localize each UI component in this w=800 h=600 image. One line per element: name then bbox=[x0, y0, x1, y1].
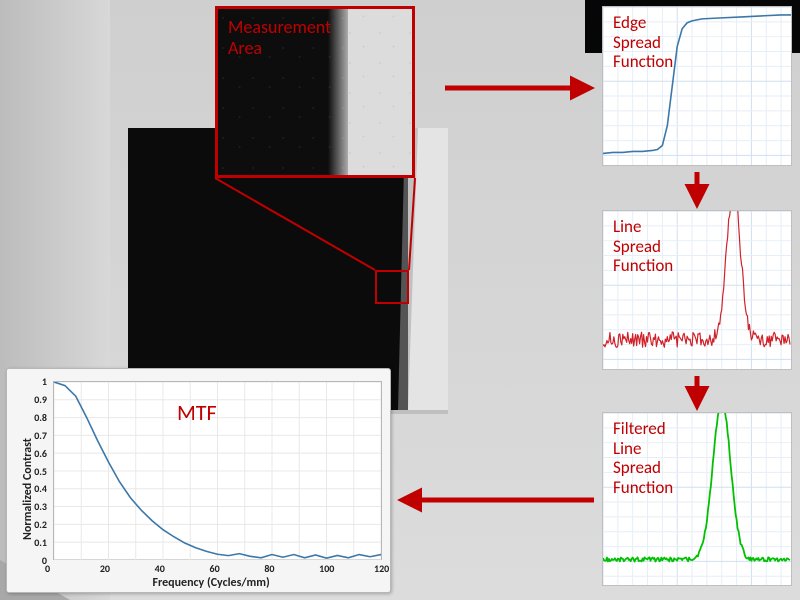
mtf-ytick: 1 bbox=[42, 375, 47, 388]
measurement-area-label: MeasurementArea bbox=[228, 17, 331, 58]
stage: MeasurementArea EdgeSpreadFunction LineS… bbox=[0, 0, 800, 600]
roi-small bbox=[375, 270, 409, 304]
mtf-ytick: 0.6 bbox=[34, 447, 47, 460]
mtf-ytick: 0.8 bbox=[34, 411, 47, 424]
mtf-plot-area bbox=[53, 381, 382, 560]
mtf-title: MTF bbox=[177, 399, 217, 426]
mtf-ytick: 0.1 bbox=[34, 536, 47, 549]
mtf-ylabel: Normalized Contrast bbox=[21, 438, 35, 540]
mtf-plot bbox=[54, 382, 381, 560]
mtf-xtick: 60 bbox=[210, 562, 220, 575]
mtf-xtick: 120 bbox=[374, 562, 389, 575]
mtf-xlabel: Frequency (Cycles/mm) bbox=[153, 576, 270, 590]
mtf-ytick: 0.4 bbox=[34, 482, 47, 495]
esf-label: EdgeSpreadFunction bbox=[613, 13, 673, 72]
mtf-ytick: 0.9 bbox=[34, 393, 47, 406]
mtf-xtick: 100 bbox=[319, 562, 334, 575]
mtf-ytick: 0.2 bbox=[34, 518, 47, 531]
mtf-xtick: 40 bbox=[155, 562, 165, 575]
measurement-area-zoom: MeasurementArea bbox=[215, 6, 415, 178]
mtf-panel: Normalized Contrast Frequency (Cycles/mm… bbox=[6, 368, 391, 593]
mtf-ytick: 0.7 bbox=[34, 429, 47, 442]
mtf-ytick: 0 bbox=[42, 554, 47, 567]
mtf-xtick: 20 bbox=[100, 562, 110, 575]
flsf-label: FilteredLineSpreadFunction bbox=[613, 419, 673, 497]
edge-spread-function-panel: EdgeSpreadFunction bbox=[602, 6, 792, 166]
mtf-ytick: 0.5 bbox=[34, 465, 47, 478]
line-spread-function-panel: LineSpreadFunction bbox=[602, 210, 792, 370]
mtf-xtick: 80 bbox=[264, 562, 274, 575]
lsf-label: LineSpreadFunction bbox=[613, 217, 673, 276]
mtf-ytick: 0.3 bbox=[34, 500, 47, 513]
filtered-line-spread-function-panel: FilteredLineSpreadFunction bbox=[602, 412, 792, 586]
